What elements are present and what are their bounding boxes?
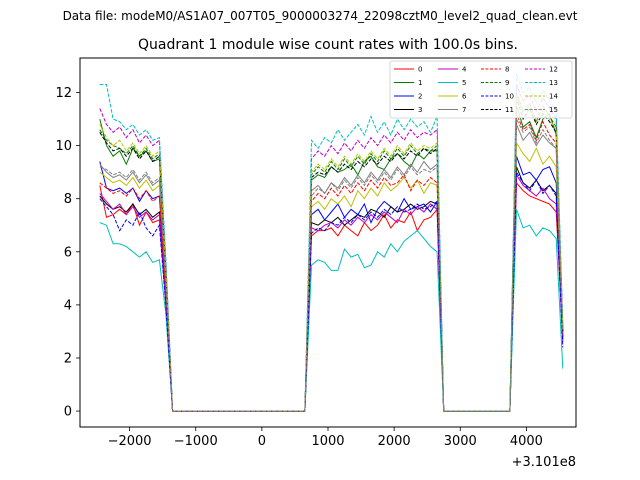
legend-label-4: 4 <box>462 66 467 74</box>
legend-label-15: 15 <box>549 106 558 114</box>
legend-label-1: 1 <box>418 79 422 87</box>
legend-box <box>389 60 573 119</box>
x-tick-label: 4000 <box>510 434 543 449</box>
chart-title: Quadrant 1 module wise count rates with … <box>138 37 518 53</box>
x-tick-label: 3000 <box>444 434 477 449</box>
legend-label-3: 3 <box>418 106 422 114</box>
x-offset-label: +3.101e8 <box>512 455 576 470</box>
legend-label-8: 8 <box>505 66 509 74</box>
legend-label-7: 7 <box>462 106 466 114</box>
plot-area <box>99 73 564 412</box>
legend-label-10: 10 <box>505 93 514 101</box>
x-tick-label: −1000 <box>174 434 218 449</box>
y-tick-label: 0 <box>64 405 72 420</box>
x-tick-label: 2000 <box>378 434 411 449</box>
series-line-15 <box>99 118 564 412</box>
y-tick-label: 4 <box>64 298 72 313</box>
legend-label-6: 6 <box>462 93 467 101</box>
x-axis: −2000 −1000 0 1000 2000 3000 4000 <box>108 427 543 449</box>
legend-label-2: 2 <box>418 93 422 101</box>
x-tick-label: 0 <box>258 434 266 449</box>
legend-label-0: 0 <box>418 66 422 74</box>
y-tick-label: 6 <box>64 245 72 260</box>
series-line-8 <box>99 113 564 412</box>
x-tick-label: 1000 <box>311 434 344 449</box>
y-axis: 0 2 4 6 8 10 12 <box>55 86 80 420</box>
series-line-12 <box>99 84 564 412</box>
legend-label-5: 5 <box>462 79 466 87</box>
y-tick-label: 8 <box>64 192 72 207</box>
legend-label-14: 14 <box>549 93 558 101</box>
legend-label-11: 11 <box>505 106 514 114</box>
y-tick-label: 12 <box>55 86 72 101</box>
legend-label-9: 9 <box>505 79 509 87</box>
legend-label-13: 13 <box>549 79 558 87</box>
series-line-14 <box>99 95 564 412</box>
y-tick-label: 10 <box>55 139 72 154</box>
legend-label-12: 12 <box>549 66 558 74</box>
figure-suptitle: Data file: modeM0/AS1A07_007T05_90000032… <box>63 9 578 23</box>
x-tick-label: −2000 <box>108 434 152 449</box>
y-tick-label: 2 <box>64 351 72 366</box>
